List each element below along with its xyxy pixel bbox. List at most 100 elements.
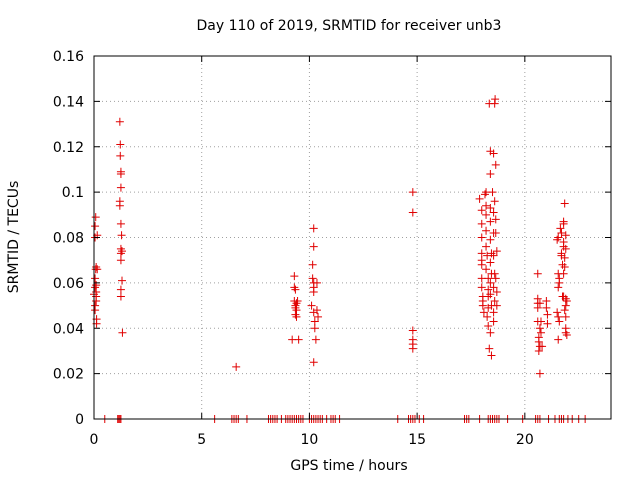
data-point [560, 306, 569, 315]
data-point [554, 312, 563, 321]
data-point [482, 201, 491, 210]
data-point [557, 228, 566, 237]
data-point [560, 262, 569, 271]
data-point [292, 306, 301, 315]
x-tick-label: 0 [90, 432, 99, 448]
data-point [559, 269, 568, 278]
data-point [488, 188, 497, 197]
data-point [309, 358, 318, 367]
data-point [562, 297, 571, 306]
y-tick-label: 0.12 [53, 140, 84, 156]
data-point [477, 283, 486, 292]
data-point [491, 228, 500, 237]
data-point [533, 303, 542, 312]
data-point [492, 287, 501, 296]
plot-frame [93, 55, 612, 420]
data-point [535, 299, 544, 308]
data-point [291, 310, 300, 319]
data-point [558, 292, 567, 301]
x-tick-label: 5 [197, 432, 206, 448]
data-point [561, 328, 570, 337]
axis-ticks [93, 55, 611, 420]
y-axis-label: SRMTID / TECUs [6, 181, 22, 294]
data-point [533, 269, 542, 278]
data-point [308, 274, 317, 283]
data-point [309, 242, 318, 251]
data-point [555, 278, 564, 287]
data-point [487, 249, 496, 258]
data-point [489, 208, 498, 217]
x-tick-label: 10 [301, 432, 319, 448]
data-point [543, 310, 552, 319]
data-point [408, 208, 417, 217]
data-point [482, 265, 491, 274]
data-point [115, 201, 124, 210]
data-point [561, 231, 570, 240]
data-point [294, 335, 303, 344]
data-point [491, 274, 500, 283]
data-point [118, 328, 127, 337]
y-tick-label: 0.1 [62, 185, 84, 201]
data-point [559, 242, 568, 251]
data-point [536, 317, 545, 326]
chart-title: Day 110 of 2019, SRMTID for receiver unb… [197, 18, 502, 34]
data-point [116, 292, 125, 301]
x-axis-label: GPS time / hours [290, 458, 407, 474]
y-tick-label: 0.16 [53, 49, 84, 65]
y-tick-label: 0.08 [53, 231, 84, 247]
data-point [479, 308, 488, 317]
data-point [484, 292, 493, 301]
data-point [307, 301, 316, 310]
data-point [554, 233, 563, 242]
data-point [555, 317, 564, 326]
data-point [536, 328, 545, 337]
data-point [489, 149, 498, 158]
data-point [92, 262, 101, 271]
data-point [116, 169, 125, 178]
data-point [117, 231, 126, 240]
data-point [477, 233, 486, 242]
y-tick-label: 0.14 [53, 94, 84, 110]
data-point [91, 222, 100, 231]
data-point [290, 272, 299, 281]
data-point [312, 306, 321, 315]
data-point [292, 299, 301, 308]
data-point [408, 326, 417, 335]
data-point [535, 324, 544, 333]
data-point [482, 210, 491, 219]
data-point [483, 312, 492, 321]
data-point [91, 283, 100, 292]
data-point [490, 297, 499, 306]
y-tick-label: 0.06 [53, 276, 84, 292]
data-point [477, 260, 486, 269]
tick-labels: 0 0.02 0.04 0.06 0.08 0.1 0.12 0.14 0.16 0 5 10 15 20 [53, 49, 534, 448]
data-point [561, 244, 570, 253]
y-tick-label: 0.04 [53, 321, 84, 337]
data-point [559, 219, 568, 228]
data-point [477, 206, 486, 215]
data-point [484, 321, 493, 330]
data-point [560, 253, 569, 262]
data-point [486, 235, 495, 244]
data-point [91, 274, 100, 283]
x-tick-label: 20 [516, 432, 534, 448]
data-point [118, 276, 127, 285]
data-point [484, 274, 493, 283]
data-point [553, 308, 562, 317]
data-point [92, 281, 101, 290]
x-tick-label: 15 [408, 432, 426, 448]
data-point [486, 204, 495, 213]
data-point [92, 297, 101, 306]
data-point [116, 140, 125, 149]
data-point [489, 283, 498, 292]
data-point [116, 183, 125, 192]
data-point [115, 117, 124, 126]
data-point [489, 317, 498, 326]
data-point [490, 197, 499, 206]
data-point [553, 235, 562, 244]
data-point [116, 256, 125, 265]
data-point [116, 249, 125, 258]
data-point [534, 346, 543, 355]
data-point [314, 312, 323, 321]
